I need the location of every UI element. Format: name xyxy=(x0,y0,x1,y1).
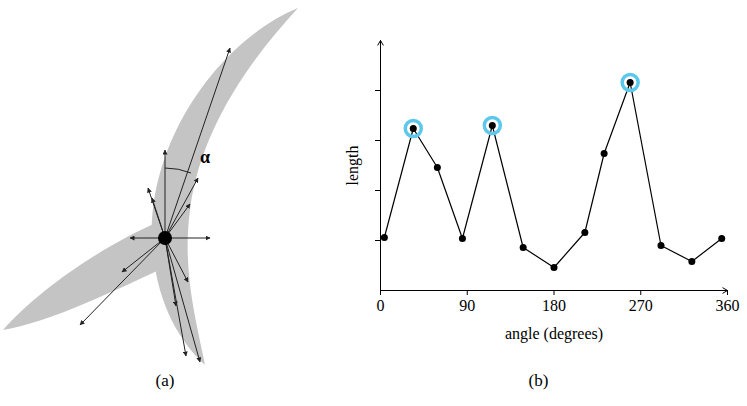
svg-text:90: 90 xyxy=(459,297,475,314)
svg-text:360: 360 xyxy=(716,297,740,314)
svg-text:length: length xyxy=(344,146,362,186)
svg-text:α: α xyxy=(200,147,210,167)
svg-text:angle (degrees): angle (degrees) xyxy=(505,325,603,343)
svg-text:180: 180 xyxy=(542,297,566,314)
svg-text:270: 270 xyxy=(629,297,653,314)
html-text:(a): (a) xyxy=(155,371,175,390)
html-text:(b): (b) xyxy=(528,371,549,390)
svg-text:0: 0 xyxy=(377,297,385,314)
